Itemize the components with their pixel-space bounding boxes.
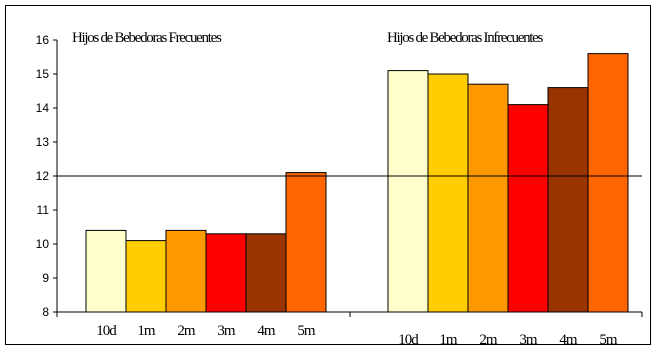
- x-tick-label: 5m: [297, 323, 316, 339]
- group-title: Hijos de Bebedoras Frecuentes: [72, 30, 222, 46]
- bar-infrecuentes-4m: [547, 87, 589, 313]
- x-tick-label: 5m: [599, 332, 618, 348]
- bar-frecuentes-3m: [205, 233, 247, 313]
- y-tick-label: 12: [36, 169, 50, 183]
- x-tick-label: 3m: [217, 323, 236, 339]
- y-tick-label: 10: [36, 237, 50, 251]
- x-tick-label: 3m: [519, 332, 538, 348]
- y-tick-label: 14: [36, 101, 50, 115]
- x-tick-label: 2m: [177, 323, 196, 339]
- group-titles: Hijos de Bebedoras Frecuentes Hijos de Be…: [72, 30, 545, 46]
- y-tick-label: 16: [36, 33, 50, 47]
- bars: [85, 53, 629, 313]
- bar-frecuentes-1m: [125, 240, 167, 313]
- bar-infrecuentes-2m: [467, 83, 509, 313]
- bar-infrecuentes-10d: [387, 70, 429, 313]
- x-tick-label: 10d: [96, 323, 117, 339]
- bar-frecuentes-5m: [285, 172, 327, 313]
- x-tick-label: 4m: [257, 323, 276, 339]
- x-tick-label: 10d: [398, 332, 419, 348]
- x-tick-label: 2m: [479, 332, 498, 348]
- y-tick-label: 15: [36, 67, 50, 81]
- x-tick-marks: [56, 312, 643, 317]
- bar-frecuentes-2m: [165, 229, 207, 313]
- bar-infrecuentes-1m: [427, 73, 469, 313]
- group-title: Hijos de Bebedoras Infrecuentes: [387, 30, 544, 46]
- y-tick-label: 11: [37, 203, 50, 217]
- y-tick-label: 13: [36, 135, 50, 149]
- bar-frecuentes-4m: [245, 233, 287, 313]
- y-tick-label: 8: [42, 305, 49, 319]
- x-tick-label: 4m: [559, 332, 578, 348]
- y-tick-label: 9: [42, 271, 49, 285]
- bar-infrecuentes-5m: [587, 53, 629, 313]
- y-ticks: 8 9 10 11 12 13 14 15 16: [36, 33, 57, 319]
- x-labels: 10d 1m 2m 3m 4m 5m 10d 1m 2m 3m 4m 5m: [96, 323, 619, 348]
- bar-infrecuentes-3m: [507, 104, 549, 313]
- x-tick-label: 1m: [137, 323, 156, 339]
- x-tick-label: 1m: [439, 332, 458, 348]
- bar-frecuentes-10d: [85, 229, 127, 313]
